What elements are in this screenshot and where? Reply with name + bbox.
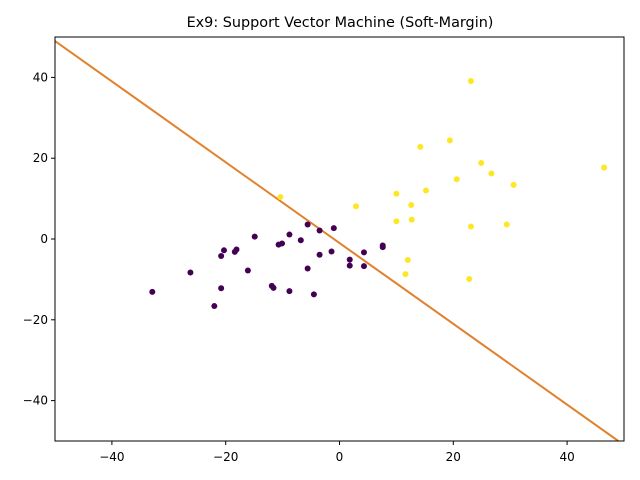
- data-point: [218, 285, 225, 292]
- y-tick-label: −20: [23, 313, 48, 327]
- data-point: [353, 203, 359, 210]
- data-point: [316, 227, 323, 234]
- y-tick-label: 0: [40, 232, 48, 246]
- x-tick-label: 40: [559, 450, 574, 464]
- data-point: [478, 160, 485, 167]
- data-point: [453, 176, 460, 183]
- chart-title: Ex9: Support Vector Machine (Soft-Margin…: [187, 15, 494, 31]
- y-tick-label: 20: [33, 151, 48, 165]
- data-point: [404, 257, 411, 264]
- data-point: [510, 181, 517, 188]
- data-point: [601, 164, 608, 171]
- data-point: [187, 269, 194, 276]
- data-point: [360, 263, 367, 270]
- data-point: [467, 78, 474, 85]
- decision-boundary-layer: [55, 40, 619, 441]
- data-point: [466, 276, 473, 282]
- data-point: [467, 223, 474, 230]
- x-axis: −40 −20 0 20 40: [99, 441, 575, 464]
- data-point: [304, 265, 311, 272]
- data-point: [270, 284, 277, 291]
- data-point: [488, 170, 495, 177]
- x-tick-label: 20: [446, 450, 461, 464]
- data-point: [417, 143, 424, 150]
- data-point: [251, 233, 258, 240]
- data-point: [316, 251, 323, 258]
- data-point: [286, 231, 293, 238]
- data-point: [277, 193, 284, 200]
- data-point: [346, 262, 353, 269]
- data-point: [211, 303, 218, 310]
- data-point: [304, 221, 311, 228]
- data-point: [279, 240, 286, 247]
- data-point: [402, 271, 409, 278]
- data-point: [360, 249, 367, 256]
- data-point: [379, 244, 386, 251]
- data-points-layer: [149, 78, 608, 310]
- data-point: [297, 237, 304, 244]
- decision-boundary-line: [55, 40, 619, 441]
- data-point: [408, 216, 415, 223]
- x-tick-label: −20: [213, 450, 238, 464]
- x-tick-label: 0: [336, 450, 344, 464]
- plot-area: [54, 36, 625, 442]
- data-point: [393, 218, 400, 225]
- data-point: [149, 288, 156, 295]
- data-point: [422, 187, 429, 194]
- data-point: [330, 225, 337, 232]
- data-point: [231, 248, 238, 255]
- data-point: [393, 190, 400, 197]
- data-point: [244, 267, 251, 274]
- data-point: [220, 247, 227, 254]
- data-point: [328, 248, 335, 255]
- axes-frame: [54, 36, 625, 442]
- class-1-points: [277, 78, 608, 282]
- data-point: [503, 221, 510, 228]
- data-point: [346, 256, 353, 263]
- data-point: [286, 288, 293, 295]
- y-tick-label: 40: [33, 70, 48, 84]
- data-point: [446, 137, 453, 144]
- class-0-points: [149, 221, 386, 310]
- x-tick-label: −40: [99, 450, 124, 464]
- data-point: [218, 252, 225, 259]
- y-axis: −40 −20 0 20 40: [23, 70, 55, 408]
- y-tick-label: −40: [23, 394, 48, 408]
- data-point: [310, 291, 317, 298]
- data-point: [408, 202, 415, 209]
